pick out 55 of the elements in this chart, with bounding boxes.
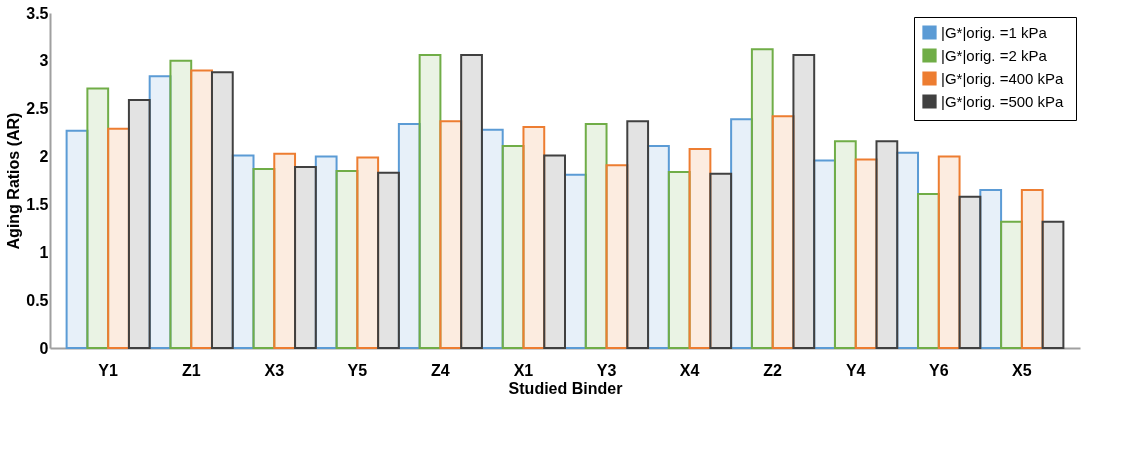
- x-tick-label: Z2: [763, 361, 783, 379]
- bar: [190, 69, 213, 349]
- bar: [875, 140, 899, 349]
- y-tick-label: 3.5: [26, 4, 49, 22]
- bar: [169, 59, 193, 349]
- bar: [1000, 220, 1023, 349]
- bar: [750, 48, 774, 349]
- x-tick-label: Y4: [845, 361, 866, 379]
- y-tick-label: 3: [39, 52, 49, 70]
- legend-label: |G*|orig. =2 kPa: [941, 46, 1048, 64]
- bar: [439, 120, 463, 349]
- bar: [86, 87, 110, 349]
- bar: [792, 54, 816, 349]
- x-tick-label: Z1: [181, 361, 201, 379]
- bar: [210, 71, 234, 349]
- bar: [377, 171, 400, 349]
- x-tick-label: Y5: [347, 361, 368, 379]
- bar: [709, 172, 733, 349]
- y-tick-label: 1.5: [26, 195, 49, 213]
- bar: [273, 152, 297, 349]
- x-tick-label: Y6: [929, 361, 949, 379]
- bar: [833, 140, 857, 349]
- y-axis-title: Aging Ratios (AR): [5, 112, 23, 250]
- x-tick-label: X4: [679, 361, 700, 379]
- bar: [522, 125, 546, 349]
- x-tick-label: X3: [264, 361, 285, 379]
- x-axis-title: Studied Binder: [508, 379, 623, 397]
- bar: [1041, 220, 1065, 349]
- bar: [584, 123, 608, 349]
- bar: [356, 156, 380, 349]
- legend-label: |G*|orig. =500 kPa: [941, 92, 1065, 110]
- bar: [937, 155, 961, 349]
- x-tick-label: X5: [1012, 361, 1032, 379]
- bar: [107, 127, 130, 349]
- legend-label: |G*|orig. =400 kPa: [941, 69, 1065, 87]
- y-tick-label: 0: [39, 339, 49, 357]
- bar: [460, 54, 483, 349]
- bar: [127, 99, 151, 349]
- bar: [667, 170, 691, 349]
- bar: [294, 166, 317, 349]
- y-tick-label: 0.5: [26, 291, 49, 309]
- y-tick-label: 1: [39, 243, 49, 261]
- y-tick-label: 2: [39, 148, 49, 166]
- bar: [543, 154, 566, 349]
- x-tick-label: X1: [513, 361, 534, 379]
- bar: [1020, 189, 1044, 349]
- bar: [958, 195, 982, 349]
- bar: [418, 54, 442, 349]
- legend-label: |G*|orig. =1 kPa: [941, 23, 1048, 41]
- x-tick-label: Z4: [431, 361, 450, 379]
- bar: [626, 120, 650, 349]
- y-tick-label: 2.5: [26, 100, 49, 118]
- x-tick-label: Y3: [596, 361, 617, 379]
- x-tick-label: Y1: [98, 361, 119, 379]
- bar: [917, 192, 940, 349]
